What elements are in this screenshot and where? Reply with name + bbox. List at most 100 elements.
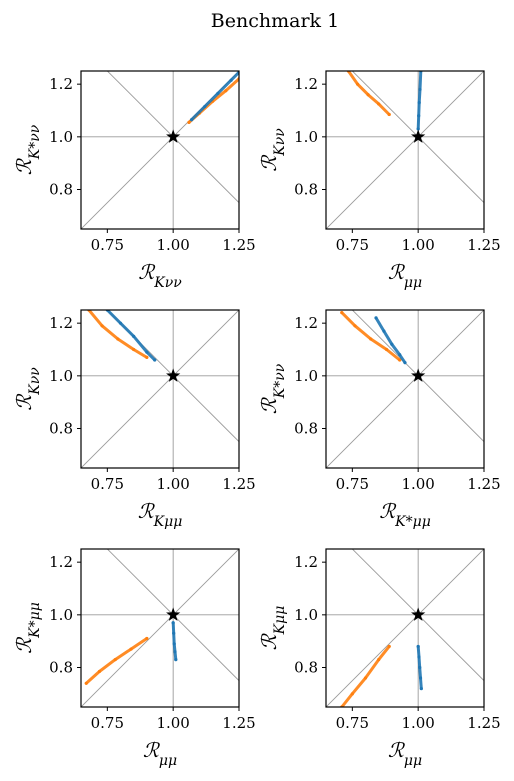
x-axis-label: ℛK*μμ bbox=[379, 499, 431, 530]
data-point-orange bbox=[224, 89, 228, 93]
x-axis-label: ℛμμ bbox=[388, 738, 422, 769]
panel-4: 0.75 1.00 1.25 0.8 1.0 1.2 ℛK*μμ ℛK*νν bbox=[257, 309, 501, 530]
series-band-orange bbox=[87, 310, 149, 359]
sm-star-marker bbox=[166, 129, 181, 143]
data-point-orange bbox=[366, 93, 370, 97]
data-point-orange bbox=[350, 692, 354, 696]
data-point-blue bbox=[190, 118, 194, 122]
x-tick-label: 0.75 bbox=[336, 475, 369, 493]
axes-frame bbox=[80, 309, 240, 469]
series-band-orange bbox=[346, 71, 391, 116]
data-point-orange bbox=[384, 347, 389, 352]
data-point-blue bbox=[229, 78, 233, 82]
data-point-orange bbox=[84, 681, 88, 685]
series-band-orange bbox=[340, 311, 402, 362]
data-point-blue bbox=[374, 316, 378, 320]
y-axis-label: ℛK*μμ bbox=[12, 602, 43, 654]
x-axis-label: ℛKμμ bbox=[138, 499, 183, 530]
data-point-orange bbox=[369, 337, 373, 341]
y-tick-label: 1.2 bbox=[49, 314, 73, 332]
data-point-blue bbox=[172, 631, 176, 635]
data-point-blue bbox=[418, 87, 422, 92]
data-point-orange bbox=[132, 347, 136, 352]
diagonal-reference-line bbox=[326, 310, 484, 468]
data-point-blue bbox=[216, 91, 220, 95]
data-point-orange bbox=[377, 658, 381, 662]
x-axis-label: ℛμμ bbox=[143, 738, 177, 769]
y-tick-label: 1.0 bbox=[294, 606, 318, 624]
anti-diagonal-reference-line bbox=[106, 310, 239, 442]
sm-star-marker bbox=[166, 607, 181, 621]
data-point-blue bbox=[398, 353, 402, 357]
y-axis-label: ℛKνν bbox=[12, 367, 43, 411]
panel-1: 0.75 1.00 1.25 0.8 1.0 1.2 ℛKνν ℛK*νν bbox=[12, 70, 256, 291]
y-tick-label: 1.0 bbox=[49, 367, 73, 385]
plot-area bbox=[81, 310, 239, 468]
x-tick-label: 1.25 bbox=[222, 475, 255, 493]
panel-5: 0.75 1.00 1.25 0.8 1.0 1.2 ℛμμ ℛK*μμ bbox=[12, 548, 256, 769]
y-tick-label: 0.8 bbox=[49, 181, 73, 199]
x-tick-label: 0.75 bbox=[91, 714, 124, 732]
x-tick-label: 1.00 bbox=[401, 475, 434, 493]
data-point-blue bbox=[132, 334, 136, 338]
data-point-orange bbox=[97, 669, 102, 674]
panel-3: 0.75 1.00 1.25 0.8 1.0 1.2 ℛKμμ ℛKνν bbox=[12, 309, 256, 530]
y-tick-label: 1.2 bbox=[294, 75, 318, 93]
x-tick-label: 1.00 bbox=[401, 714, 434, 732]
y-tick-label: 0.8 bbox=[294, 659, 318, 677]
sm-star-marker bbox=[411, 129, 426, 143]
x-tick-label: 0.75 bbox=[91, 475, 124, 493]
x-tick-label: 1.00 bbox=[156, 236, 189, 254]
axes-frame bbox=[80, 548, 240, 708]
data-point-blue bbox=[173, 650, 177, 654]
x-tick-label: 1.25 bbox=[467, 714, 500, 732]
data-point-orange bbox=[340, 311, 344, 315]
plot-area bbox=[81, 71, 239, 229]
y-tick-label: 1.2 bbox=[294, 553, 318, 571]
diagonal-reference-line bbox=[81, 549, 239, 707]
x-tick-label: 1.25 bbox=[467, 475, 500, 493]
y-axis-label: ℛK*νν bbox=[12, 124, 43, 175]
data-point-blue bbox=[171, 621, 175, 625]
y-tick-label: 0.8 bbox=[294, 181, 318, 199]
y-axis-label: ℛKμμ bbox=[257, 606, 288, 651]
plot-area bbox=[326, 310, 484, 468]
data-point-blue bbox=[403, 361, 407, 365]
data-point-blue bbox=[417, 114, 421, 118]
plot-area bbox=[326, 71, 484, 229]
plot-area bbox=[326, 549, 484, 707]
x-tick-label: 1.25 bbox=[222, 714, 255, 732]
data-point-orange bbox=[363, 676, 368, 680]
data-point-blue bbox=[417, 101, 421, 105]
data-point-blue bbox=[203, 104, 207, 109]
data-point-orange bbox=[100, 324, 104, 328]
y-tick-label: 1.2 bbox=[49, 553, 73, 571]
y-tick-label: 0.8 bbox=[49, 659, 73, 677]
anti-diagonal-reference-line bbox=[351, 549, 484, 681]
data-point-blue bbox=[416, 127, 420, 131]
panels-container: 0.75 1.00 1.25 0.8 1.0 1.2 ℛKνν ℛK*νν 0.75 1.00 1.… bbox=[12, 70, 501, 769]
data-point-blue bbox=[172, 642, 176, 646]
data-point-orange bbox=[387, 644, 391, 649]
axes-frame bbox=[325, 548, 485, 708]
diagonal-reference-line bbox=[81, 310, 239, 468]
y-tick-label: 1.0 bbox=[49, 128, 73, 146]
figure-title: Benchmark 1 bbox=[211, 10, 339, 32]
y-tick-label: 1.0 bbox=[49, 606, 73, 624]
x-axis-label: ℛKνν bbox=[138, 260, 182, 291]
x-tick-label: 0.75 bbox=[336, 714, 369, 732]
data-point-blue bbox=[390, 342, 394, 346]
axes-frame bbox=[325, 309, 485, 469]
axes-frame bbox=[80, 70, 240, 230]
data-point-orange bbox=[377, 102, 381, 106]
y-tick-label: 0.8 bbox=[49, 420, 73, 438]
data-point-blue bbox=[382, 329, 386, 333]
x-tick-label: 1.25 bbox=[222, 236, 255, 254]
x-tick-label: 0.75 bbox=[91, 236, 124, 254]
panel-6: 0.75 1.00 1.25 0.8 1.0 1.2 ℛμμ ℛKμμ bbox=[257, 548, 501, 769]
data-point-blue bbox=[118, 321, 123, 325]
axes-frame bbox=[325, 70, 485, 230]
data-point-blue bbox=[417, 655, 421, 659]
anti-diagonal-reference-line bbox=[106, 549, 239, 681]
y-axis-label: ℛK*νν bbox=[257, 363, 288, 414]
